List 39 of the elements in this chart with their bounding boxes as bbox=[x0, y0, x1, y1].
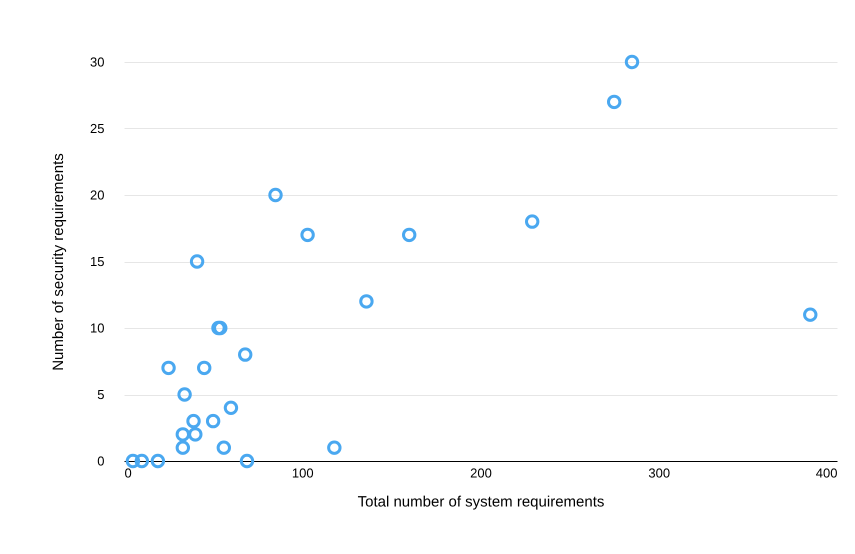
point bbox=[803, 308, 818, 322]
point bbox=[359, 294, 374, 309]
x-tick-label: 300 bbox=[648, 466, 670, 480]
point bbox=[188, 427, 202, 442]
y-tick-label: 30 bbox=[90, 54, 104, 70]
point bbox=[186, 414, 201, 428]
point bbox=[402, 228, 416, 242]
point bbox=[177, 387, 192, 402]
y-tick-label: 10 bbox=[90, 320, 104, 336]
point bbox=[206, 414, 220, 428]
x-tick-label: 0 bbox=[124, 466, 132, 480]
point bbox=[197, 360, 212, 376]
point bbox=[268, 188, 283, 202]
y-axis-title: Number of security requirements bbox=[50, 153, 68, 371]
y-tick-label: 15 bbox=[90, 254, 104, 269]
point bbox=[606, 94, 622, 110]
y-tick-label: 5 bbox=[97, 387, 104, 402]
y-tick-label: 20 bbox=[90, 188, 104, 202]
point bbox=[327, 440, 342, 455]
x-tick-label: 100 bbox=[292, 466, 314, 480]
y-tick-label: 0 bbox=[97, 454, 104, 468]
point bbox=[238, 347, 252, 362]
point bbox=[224, 400, 238, 415]
point bbox=[524, 214, 540, 229]
point bbox=[190, 254, 204, 269]
x-axis-title: Total number of system requirements bbox=[358, 494, 604, 510]
point bbox=[150, 454, 166, 468]
point bbox=[134, 454, 150, 468]
x-tick-label: 400 bbox=[816, 466, 838, 480]
point bbox=[176, 427, 190, 442]
y-tick-label: 25 bbox=[90, 121, 104, 136]
point bbox=[300, 228, 315, 242]
point bbox=[176, 440, 190, 455]
point bbox=[240, 454, 254, 468]
point bbox=[216, 440, 232, 455]
point bbox=[161, 360, 176, 376]
point bbox=[126, 454, 140, 468]
point bbox=[624, 54, 640, 70]
x-tick-label: 200 bbox=[470, 466, 492, 480]
